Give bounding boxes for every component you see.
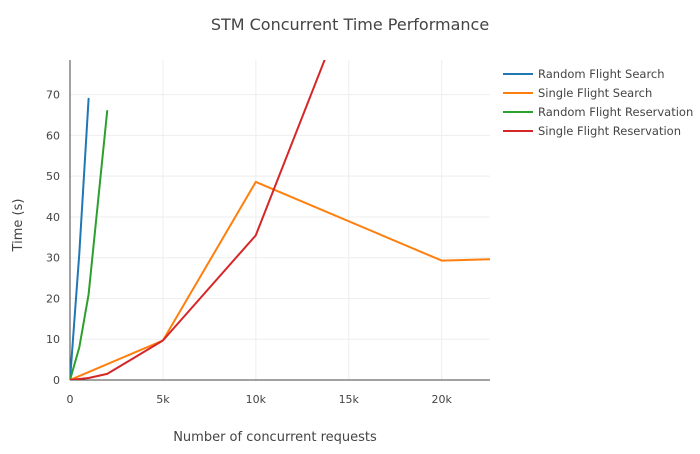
x-tick-label: 0 — [67, 393, 74, 406]
chart-title: STM Concurrent Time Performance — [211, 15, 489, 34]
series-line-random-flight-search[interactable] — [70, 97, 90, 380]
x-tick-label: 10k — [246, 393, 267, 406]
series-line-single-flight-search[interactable] — [70, 180, 490, 380]
y-tick-label: 50 — [46, 170, 60, 183]
x-tick-label: 15k — [339, 393, 360, 406]
legend-item-random-flight-reservation[interactable]: Random Flight Reservation — [503, 105, 693, 119]
legend[interactable]: Random Flight Search Single Flight Search… — [503, 67, 693, 138]
y-tick-label: 30 — [46, 252, 60, 265]
legend-item-single-flight-reservation[interactable]: Single Flight Reservation — [503, 124, 681, 138]
series-line-single-flight-reservation[interactable] — [70, 46, 330, 380]
y-tick-label: 60 — [46, 129, 60, 142]
legend-label: Single Flight Reservation — [538, 124, 681, 138]
y-tick-label: 40 — [46, 211, 60, 224]
series-line-random-flight-reservation[interactable] — [70, 110, 109, 380]
grid — [70, 60, 490, 380]
series-lines — [70, 46, 490, 380]
y-tick-label: 20 — [46, 292, 60, 305]
axes — [69, 60, 490, 381]
legend-label: Random Flight Reservation — [538, 105, 693, 119]
x-tick-label: 20k — [431, 393, 452, 406]
legend-label: Random Flight Search — [538, 67, 665, 81]
y-axis-title: Time (s) — [11, 199, 26, 253]
legend-label: Single Flight Search — [538, 86, 652, 100]
y-tick-label: 70 — [46, 89, 60, 102]
y-tick-label: 10 — [46, 333, 60, 346]
x-axis-title: Number of concurrent requests — [173, 430, 377, 445]
y-tick-label: 0 — [53, 374, 60, 387]
legend-item-single-flight-search[interactable]: Single Flight Search — [503, 86, 652, 100]
tick-labels: 0 10 20 30 40 50 60 70 0 5k 10k 15k 20k — [46, 89, 452, 406]
x-tick-label: 5k — [156, 393, 170, 406]
legend-item-random-flight-search[interactable]: Random Flight Search — [503, 67, 665, 81]
